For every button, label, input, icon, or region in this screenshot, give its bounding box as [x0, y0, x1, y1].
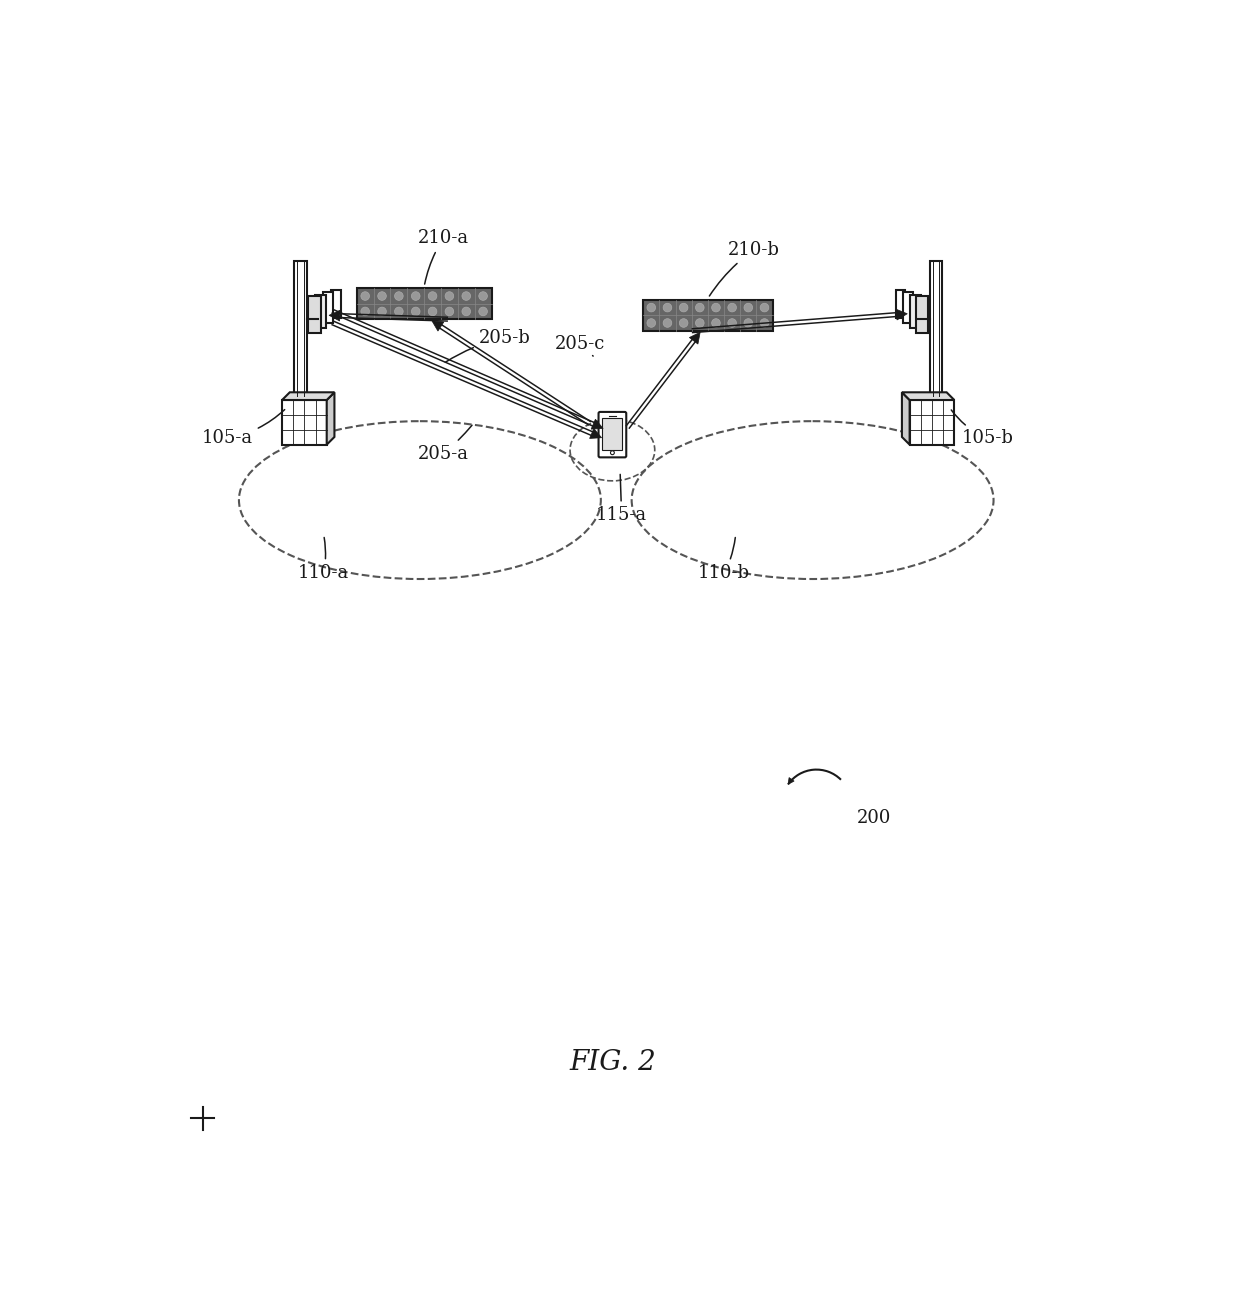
Text: 210-a: 210-a: [418, 230, 469, 285]
Polygon shape: [901, 392, 910, 445]
Text: 205-b: 205-b: [445, 329, 531, 362]
Polygon shape: [315, 294, 326, 328]
Polygon shape: [910, 294, 921, 328]
Polygon shape: [357, 289, 491, 319]
Circle shape: [463, 291, 470, 300]
Circle shape: [712, 319, 720, 327]
Polygon shape: [603, 419, 622, 450]
Text: 110-b: 110-b: [698, 538, 750, 583]
Text: FIG. 2: FIG. 2: [569, 1048, 656, 1076]
Circle shape: [394, 291, 403, 300]
Circle shape: [428, 291, 436, 300]
Polygon shape: [895, 290, 905, 318]
Circle shape: [378, 307, 387, 316]
Circle shape: [610, 451, 614, 455]
Text: 110-a: 110-a: [298, 538, 350, 583]
Circle shape: [394, 307, 403, 316]
Polygon shape: [916, 297, 928, 333]
Polygon shape: [901, 392, 955, 400]
Circle shape: [428, 307, 436, 316]
Text: 200: 200: [857, 810, 890, 827]
Circle shape: [728, 319, 737, 327]
Circle shape: [744, 303, 753, 312]
Circle shape: [647, 303, 656, 312]
Text: 210-b: 210-b: [709, 241, 780, 297]
Circle shape: [696, 319, 704, 327]
Circle shape: [361, 307, 370, 316]
Polygon shape: [689, 332, 701, 344]
FancyBboxPatch shape: [599, 412, 626, 458]
Polygon shape: [432, 320, 444, 331]
Circle shape: [712, 303, 720, 312]
Polygon shape: [589, 429, 601, 438]
Text: 115-a: 115-a: [596, 475, 647, 525]
Circle shape: [744, 319, 753, 327]
Circle shape: [680, 319, 688, 327]
Polygon shape: [644, 300, 773, 331]
Circle shape: [412, 291, 420, 300]
Circle shape: [647, 319, 656, 327]
Polygon shape: [326, 392, 335, 445]
Circle shape: [696, 303, 704, 312]
Circle shape: [463, 307, 470, 316]
Polygon shape: [591, 420, 603, 429]
Circle shape: [728, 303, 737, 312]
Circle shape: [378, 291, 387, 300]
Text: 205-c: 205-c: [554, 335, 605, 356]
Circle shape: [663, 303, 672, 312]
Circle shape: [760, 303, 769, 312]
Circle shape: [412, 307, 420, 316]
Circle shape: [680, 303, 688, 312]
Text: 205-a: 205-a: [418, 425, 472, 463]
Circle shape: [760, 319, 769, 327]
Polygon shape: [331, 290, 341, 318]
Polygon shape: [324, 293, 334, 323]
Polygon shape: [903, 293, 913, 323]
Polygon shape: [897, 310, 908, 320]
Circle shape: [663, 319, 672, 327]
Circle shape: [479, 307, 487, 316]
Circle shape: [445, 307, 454, 316]
Circle shape: [361, 291, 370, 300]
Polygon shape: [329, 310, 340, 321]
Polygon shape: [281, 400, 326, 445]
Polygon shape: [294, 261, 306, 396]
Text: 105-b: 105-b: [951, 409, 1014, 447]
Polygon shape: [309, 297, 321, 333]
Polygon shape: [930, 261, 942, 396]
Circle shape: [445, 291, 454, 300]
Text: 105-a: 105-a: [202, 409, 285, 447]
Polygon shape: [281, 392, 335, 400]
Polygon shape: [910, 400, 955, 445]
Polygon shape: [789, 778, 794, 785]
Circle shape: [479, 291, 487, 300]
